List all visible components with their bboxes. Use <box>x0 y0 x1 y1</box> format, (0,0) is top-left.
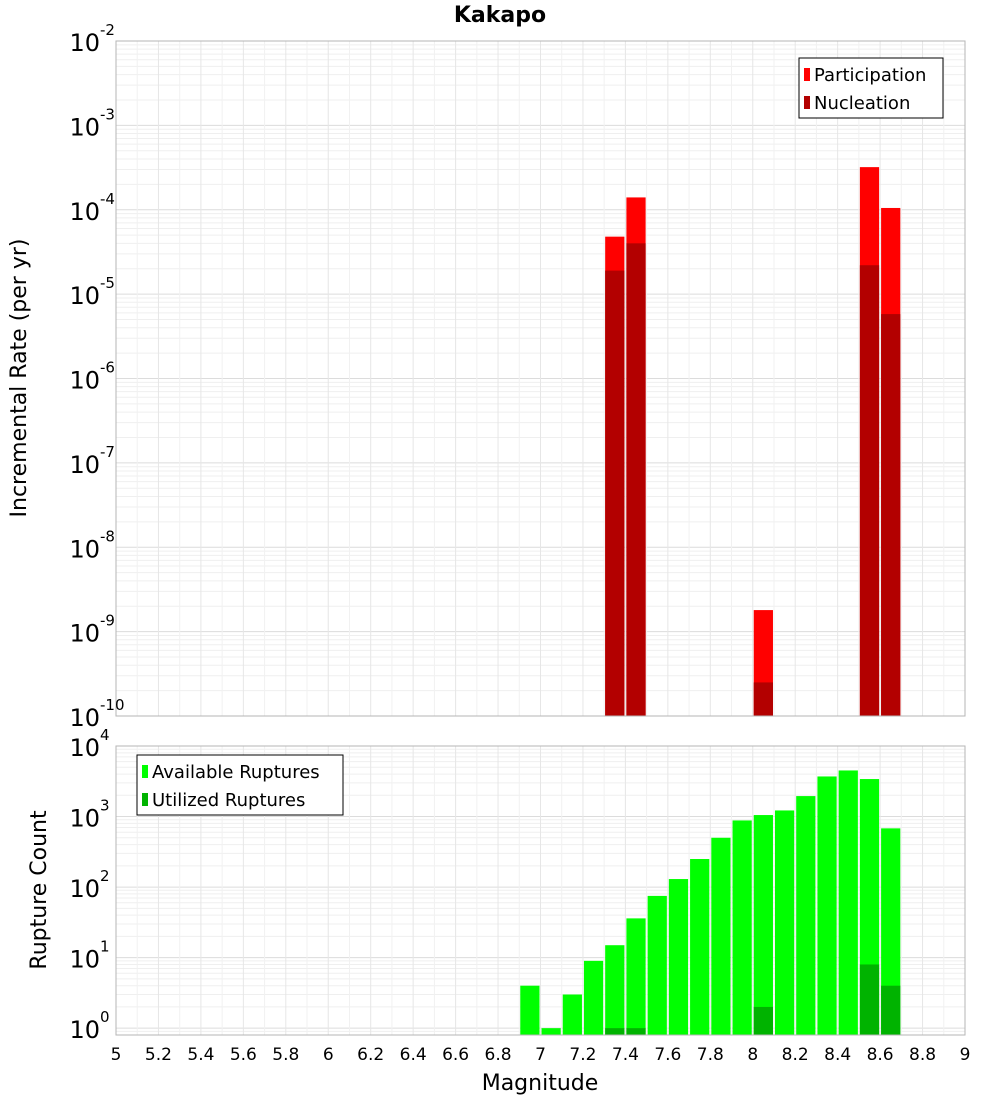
x-tick-label: 6.8 <box>485 1045 512 1065</box>
bottom-bar-available-ruptures <box>647 895 667 1035</box>
bottom-bar-available-ruptures <box>583 960 604 1035</box>
top-y-tick-exponent: -4 <box>100 190 115 208</box>
top-plot-frame <box>115 40 966 717</box>
x-tick-label: 7.8 <box>697 1045 724 1065</box>
top-bar-nucleation <box>881 314 901 716</box>
top-y-tick-exponent: -3 <box>100 105 115 123</box>
x-tick-label: 7.4 <box>612 1045 639 1065</box>
x-tick-label: 9 <box>960 1045 971 1065</box>
x-tick-label: 7.2 <box>569 1045 596 1065</box>
bottom-y-tick-label: 10 <box>69 734 100 762</box>
x-tick-label: 6.4 <box>400 1045 427 1065</box>
chart-title: Kakapo <box>454 3 546 28</box>
top-y-tick-exponent: -7 <box>100 443 115 461</box>
bottom-bar-available-ruptures <box>732 820 752 1035</box>
x-tick-label: 8 <box>747 1045 758 1065</box>
top-y-tick-exponent: -6 <box>100 359 115 377</box>
bottom-bar-available-ruptures <box>541 1028 561 1035</box>
bottom-y-tick-label: 10 <box>69 875 100 903</box>
x-tick-label: 8.2 <box>782 1045 809 1065</box>
bottom-legend-label: Utilized Ruptures <box>152 790 305 811</box>
top-y-tick-label: 10 <box>69 535 100 563</box>
bottom-bar-available-ruptures <box>881 828 901 1035</box>
bottom-y-tick-exponent: 2 <box>100 867 110 885</box>
bottom-legend-label: Available Ruptures <box>152 762 320 783</box>
x-tick-label: 7 <box>535 1045 546 1065</box>
bottom-bar-available-ruptures <box>838 770 858 1035</box>
top-y-tick-label: 10 <box>69 620 100 648</box>
top-y-tick-exponent: -2 <box>100 21 115 39</box>
top-y-tick-exponent: -5 <box>100 274 115 292</box>
bottom-bar-utilized-ruptures <box>605 1028 625 1035</box>
top-y-tick-exponent: -8 <box>100 527 115 545</box>
bottom-bar-available-ruptures <box>562 994 582 1035</box>
bottom-legend-swatch <box>142 793 148 806</box>
bottom-y-tick-exponent: 0 <box>100 1008 110 1026</box>
top-y-tick-label: 10 <box>69 367 100 395</box>
top-y-tick-label: 10 <box>69 282 100 310</box>
bottom-legend-box <box>136 754 344 816</box>
x-tick-label: 6.6 <box>442 1045 469 1065</box>
bottom-bar-utilized-ruptures <box>753 1006 773 1035</box>
bottom-bar-available-ruptures <box>711 837 731 1035</box>
x-axis: 5 5.2 5.4 5.6 5.8 6 6.2 6.4 6.6 6.8 7 7.2 7.4 7.6 7.8 8… <box>111 1045 971 1065</box>
x-tick-label: 5 <box>111 1045 122 1065</box>
top-y-tick-label: 10 <box>69 704 100 732</box>
bottom-y-tick-label: 10 <box>69 1016 100 1044</box>
bottom-bar-utilized-ruptures <box>626 1028 646 1035</box>
bottom-bar-available-ruptures <box>690 859 710 1035</box>
x-axis-label: Magnitude <box>482 1071 599 1096</box>
x-tick-label: 6.2 <box>357 1045 384 1065</box>
bottom-bar-available-ruptures <box>753 815 773 1035</box>
x-tick-label: 5.8 <box>272 1045 299 1065</box>
x-tick-label: 5.2 <box>145 1045 172 1065</box>
bottom-bar-utilized-ruptures <box>859 964 880 1035</box>
bottom-y-tick-label: 10 <box>69 805 100 833</box>
top-legend-label: Participation <box>814 65 926 86</box>
bottom-bar-available-ruptures <box>605 945 625 1035</box>
x-tick-label: 8.4 <box>824 1045 851 1065</box>
top-bar-nucleation <box>859 265 880 716</box>
top-y-tick-label: 10 <box>69 198 100 226</box>
bottom-y-tick-label: 10 <box>69 946 100 974</box>
x-tick-label: 7.6 <box>654 1045 681 1065</box>
bottom-bar-available-ruptures <box>520 985 540 1035</box>
bottom-bar-available-ruptures <box>626 918 646 1035</box>
top-legend-label: Nucleation <box>814 93 910 114</box>
x-tick-label: 6 <box>323 1045 334 1065</box>
bottom-y-tick-exponent: 3 <box>100 797 110 815</box>
x-tick-label: 8.6 <box>867 1045 894 1065</box>
x-tick-label: 5.4 <box>187 1045 214 1065</box>
top-y-tick-label: 10 <box>69 29 100 57</box>
bottom-y-tick-exponent: 1 <box>100 938 110 956</box>
top-y-tick-exponent: -10 <box>100 696 125 714</box>
top-legend-box <box>798 57 944 119</box>
bottom-bar-available-ruptures <box>796 796 816 1035</box>
bottom-legend-swatch <box>142 765 148 778</box>
bottom-bar-utilized-ruptures <box>881 985 901 1035</box>
top-y-axis-label: Incremental Rate (per yr) <box>7 239 32 518</box>
top-bar-nucleation <box>605 270 625 716</box>
bottom-y-axis-label: Rupture Count <box>27 810 52 970</box>
top-bar-nucleation <box>753 682 773 716</box>
bottom-y-tick-exponent: 4 <box>100 726 110 744</box>
bottom-bar-available-ruptures <box>668 879 689 1035</box>
top-bar-nucleation <box>626 243 646 717</box>
top-legend-swatch <box>804 68 810 81</box>
bottom-plot-frame <box>115 745 966 1036</box>
top-y-tick-label: 10 <box>69 451 100 479</box>
top-y-tick-label: 10 <box>69 113 100 141</box>
bottom-bar-available-ruptures <box>774 810 795 1035</box>
top-y-tick-exponent: -9 <box>100 612 115 630</box>
x-tick-label: 8.8 <box>909 1045 936 1065</box>
bottom-bar-available-ruptures <box>817 776 837 1035</box>
x-tick-label: 5.6 <box>230 1045 257 1065</box>
top-legend-swatch <box>804 96 810 109</box>
